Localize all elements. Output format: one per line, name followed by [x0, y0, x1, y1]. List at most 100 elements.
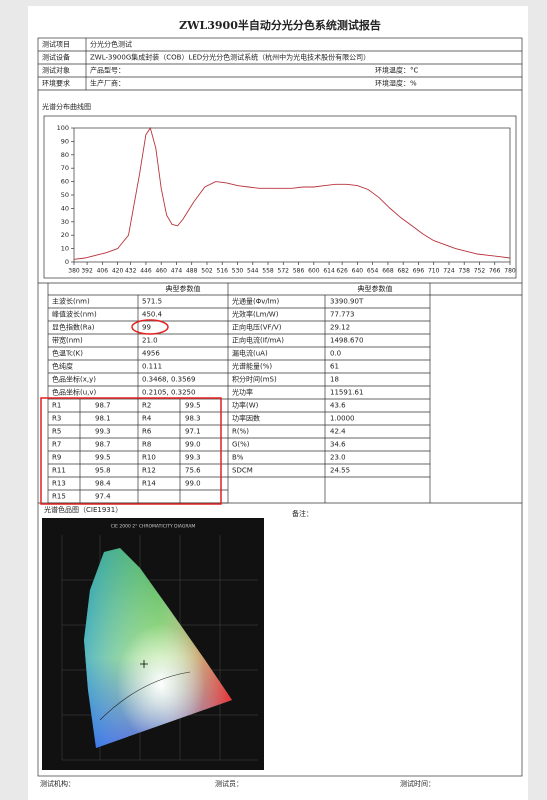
cie-point [140, 660, 148, 668]
r-value: 98.3 [185, 415, 201, 423]
y-tick-label: 70 [61, 164, 69, 172]
param-name: 峰值波长(nm) [52, 310, 97, 319]
param-value: 0.3468, 0.3569 [142, 376, 195, 384]
param-value: 23.0 [330, 454, 346, 462]
r-value: 99.5 [185, 402, 201, 410]
r-name: R12 [142, 467, 156, 475]
y-tick-label: 90 [61, 137, 69, 145]
param-value: 34.6 [330, 441, 346, 449]
r-name: R11 [52, 467, 66, 475]
r-value: 97.1 [185, 428, 201, 436]
x-tick-label: 738 [458, 268, 470, 275]
highlight-ellipse [131, 319, 169, 335]
r-value: 97.4 [95, 493, 111, 501]
header-label: 环境要求 [42, 79, 70, 88]
param-name: 光效率(Lm/W) [232, 310, 279, 319]
param-name: 功率因数 [232, 414, 260, 423]
r-value: 99.0 [185, 441, 201, 449]
footer-field: 测试时间： [400, 779, 435, 788]
y-tick-label: 80 [61, 151, 69, 159]
x-tick-label: 586 [293, 268, 305, 275]
r-value: 99.3 [95, 428, 111, 436]
header-value: 生产厂商： [90, 79, 125, 88]
spectrum-curve [73, 126, 511, 260]
x-tick-label: 572 [278, 268, 290, 275]
header-label: 测试对象 [42, 66, 70, 75]
x-tick-label: 724 [443, 268, 455, 275]
y-tick-label: 60 [61, 178, 69, 186]
param-value: 24.55 [330, 467, 350, 475]
x-tick-label: 654 [367, 268, 379, 275]
param-name: 漏电流(uA) [232, 349, 268, 358]
param-value: 1.0000 [330, 415, 355, 423]
y-tick-label: 0 [65, 258, 69, 266]
r-name: R6 [142, 428, 152, 436]
param-value: 3390.90T [330, 298, 364, 306]
r-name: R10 [142, 454, 156, 462]
param-value: 0.111 [142, 363, 162, 371]
x-tick-label: 516 [217, 268, 229, 275]
x-tick-label: 446 [140, 268, 152, 275]
param-value: 4956 [142, 350, 160, 358]
r-value: 99.0 [185, 480, 201, 488]
r-name: R1 [52, 402, 61, 410]
param-name: R(%) [232, 428, 249, 436]
x-tick-label: 640 [352, 268, 364, 275]
x-tick-label: 614 [323, 268, 335, 275]
y-tick-label: 50 [61, 191, 69, 199]
param-name: 色品坐标(x,y) [52, 375, 96, 384]
r-name: R8 [142, 441, 151, 449]
planckian-locus [99, 671, 191, 721]
param-value: 0.2105, 0.3250 [142, 389, 195, 397]
x-tick-label: 488 [186, 268, 198, 275]
x-tick-label: 558 [262, 268, 274, 275]
param-value: 0.0 [330, 350, 341, 358]
param-name: 积分时间(mS) [232, 375, 277, 384]
r-name: R3 [52, 415, 61, 423]
table-head: 典型参数值 [166, 284, 201, 293]
footer-field: 测试员： [215, 779, 243, 788]
header-value: 产品型号： [90, 66, 125, 75]
chart-box [43, 115, 517, 279]
r-value: 98.1 [95, 415, 111, 423]
table-head: 典型参数值 [358, 284, 393, 293]
header-label: 测试设备 [42, 53, 70, 62]
x-tick-label: 668 [382, 268, 394, 275]
cie-section: 光谱色品图（CIE1931） CIE 2000 2° CHROMATICITY D… [42, 505, 313, 770]
r-name: R2 [142, 402, 151, 410]
header-value: ZWL-3900G集成封装（COB）LED分光分色测试系统（杭州中为光电技术股份… [90, 53, 370, 62]
r-name: R5 [52, 428, 61, 436]
x-tick-label: 752 [474, 268, 486, 275]
r-name: R15 [52, 493, 66, 501]
frame [37, 37, 523, 777]
y-tick-label: 20 [61, 231, 69, 239]
y-tick-label: 100 [57, 124, 69, 132]
param-value: 450.4 [142, 311, 163, 319]
r-name: R14 [142, 480, 156, 488]
x-tick-label: 710 [428, 268, 440, 275]
param-value: 21.0 [142, 337, 158, 345]
r-value: 95.8 [95, 467, 111, 475]
param-name: 显色指数(Ra) [52, 323, 95, 332]
param-value: 42.4 [330, 428, 346, 436]
r-value: 98.7 [95, 402, 111, 410]
x-tick-label: 460 [155, 268, 167, 275]
param-name: 带宽(nm) [52, 336, 83, 345]
param-name: B% [232, 454, 244, 462]
param-name: 光功率 [232, 388, 253, 397]
diagram-caption: CIE 2000 2° CHROMATICITY DIAGRAM [111, 524, 196, 530]
param-name: 色品坐标(u,v) [52, 388, 97, 397]
y-tick-label: 30 [61, 218, 69, 226]
x-tick-label: 474 [171, 268, 183, 275]
x-tick-label: 420 [112, 268, 124, 275]
r-value: 98.7 [95, 441, 111, 449]
param-name: 主波长(nm) [52, 297, 90, 306]
remark: 备注： [292, 509, 313, 518]
section-title: 光谱色品图（CIE1931） [44, 505, 122, 514]
param-value: 11591.61 [330, 389, 363, 397]
report-title: ZWL3900半自动分光分色系统测试报告 [179, 18, 381, 32]
param-value: 1498.670 [330, 337, 363, 345]
param-value: 61 [330, 363, 339, 371]
x-tick-label: 696 [413, 268, 425, 275]
